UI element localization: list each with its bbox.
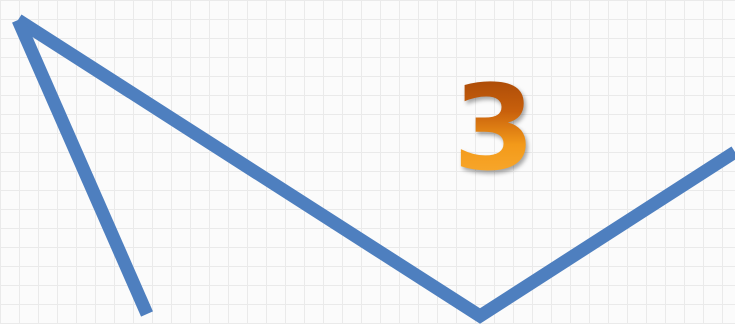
number-three: 3 <box>448 58 540 198</box>
side-line <box>12 17 153 317</box>
zigzag-line <box>14 14 735 324</box>
